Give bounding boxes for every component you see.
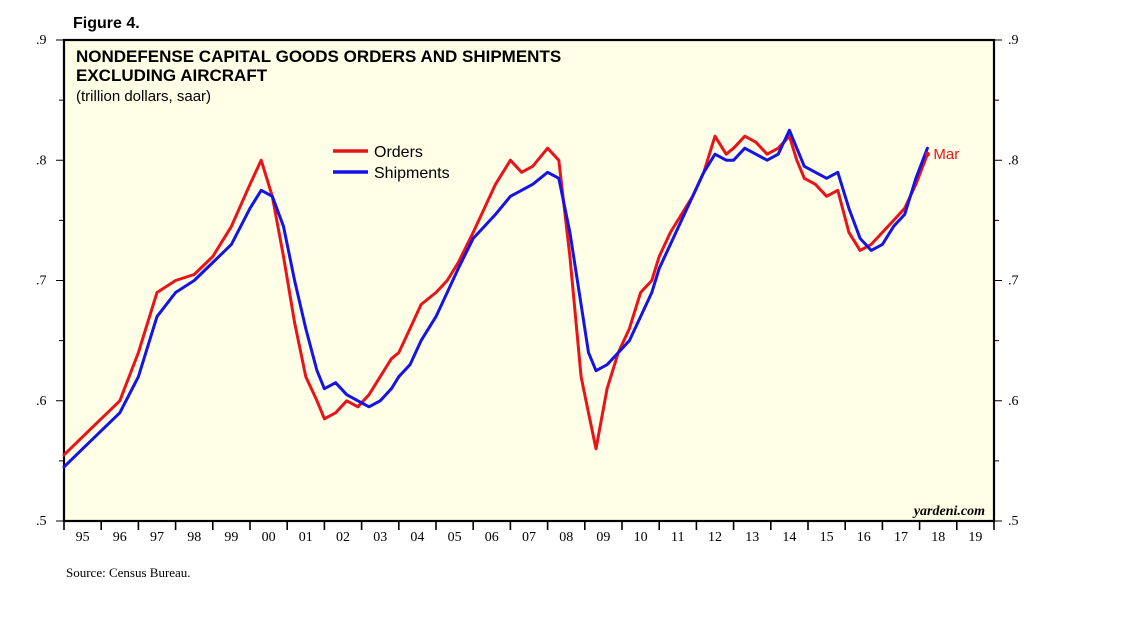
x-tick-label: 08 (559, 530, 573, 545)
x-tick-label: 05 (448, 530, 462, 545)
chart-title: NONDEFENSE CAPITAL GOODS ORDERS AND SHIP… (76, 47, 561, 66)
y-tick-label-left: .5 (36, 514, 47, 529)
x-tick-label: 07 (522, 530, 536, 545)
chart-subtitle: (trillion dollars, saar) (76, 88, 211, 105)
x-tick-label: 19 (968, 530, 982, 545)
x-tick-label: 95 (76, 530, 90, 545)
source-note: Source: Census Bureau. (66, 565, 191, 580)
x-tick-label: 18 (931, 530, 945, 545)
x-tick-label: 02 (336, 530, 350, 545)
x-axis: 95 96 97 98 99 00 01 02 03 04 05 06 07 08 09 10 11 12 13 14… (63, 521, 995, 545)
series-line-shipments (62, 128, 929, 469)
plot-area (62, 38, 996, 523)
legend: Orders Shipments (333, 144, 450, 182)
chart-title-line2: EXCLUDING AIRCRAFT (76, 66, 268, 85)
x-tick-label: 99 (224, 530, 238, 545)
y-tick-label-right: .5 (1008, 514, 1019, 529)
y-axis-right: .5 .6 .7 .8 .9 (994, 33, 1019, 529)
x-tick-label: 15 (820, 530, 834, 545)
y-tick-label-left: .7 (36, 274, 47, 289)
legend-label-shipments: Shipments (374, 165, 450, 182)
x-tick-label: 11 (671, 530, 684, 545)
x-tick-label: 03 (373, 530, 387, 545)
x-tick-label: 98 (187, 530, 201, 545)
x-tick-label: 10 (634, 530, 648, 545)
y-tick-label-right: .6 (1008, 394, 1019, 409)
figure-label: Figure 4. (73, 15, 140, 32)
y-tick-label-right: .8 (1008, 153, 1019, 168)
x-tick-label: 13 (745, 530, 759, 545)
x-tick-label: 01 (299, 530, 313, 545)
annotation-mar: Mar (933, 146, 959, 163)
annotation-dot (924, 151, 930, 157)
x-tick-label: 09 (596, 530, 610, 545)
series-lines (62, 128, 930, 469)
y-tick-label-right: .7 (1008, 274, 1019, 289)
x-tick-label: 96 (113, 530, 127, 545)
x-tick-label: 14 (782, 530, 796, 545)
x-tick-label: 97 (150, 530, 164, 545)
x-tick-label: 16 (857, 530, 871, 545)
legend-label-orders: Orders (374, 144, 423, 161)
y-tick-label-left: .6 (36, 394, 47, 409)
x-tick-label: 17 (894, 530, 908, 545)
x-tick-label: 04 (410, 530, 424, 545)
x-tick-label: 12 (708, 530, 722, 545)
y-axis-left: .5 .6 .7 .8 .9 (36, 33, 64, 529)
x-tick-label: 06 (485, 530, 499, 545)
y-tick-label-left: .9 (36, 33, 47, 48)
y-tick-label-right: .9 (1008, 33, 1019, 48)
watermark: yardeni.com (912, 504, 985, 519)
y-tick-label-left: .8 (36, 153, 47, 168)
x-tick-label: 00 (262, 530, 276, 545)
